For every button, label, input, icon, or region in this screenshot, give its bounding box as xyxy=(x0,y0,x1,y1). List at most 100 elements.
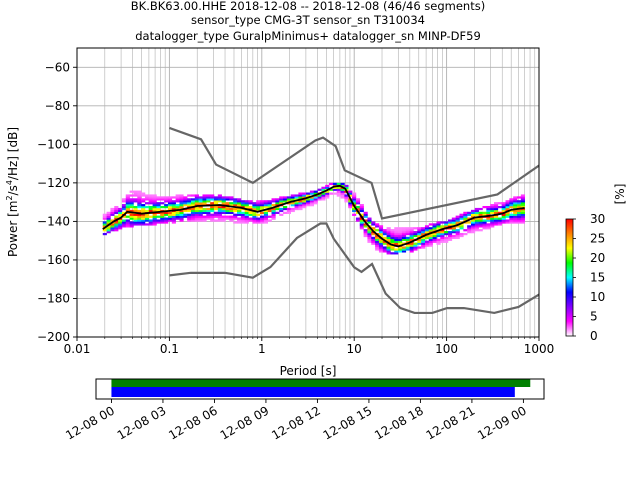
psd-heatmap-cell xyxy=(121,211,127,214)
psd-heatmap-cell xyxy=(306,204,311,207)
psd-heatmap-cell xyxy=(386,236,391,240)
psd-heatmap-cell xyxy=(137,215,142,218)
psd-heatmap-cell xyxy=(152,217,157,220)
psd-heatmap-cell xyxy=(313,198,318,201)
median-line xyxy=(102,184,525,248)
psd-heatmap-cell xyxy=(309,202,315,205)
x-tick-label: 1 xyxy=(258,342,266,356)
timeline-tick-label: 12-08 03 xyxy=(115,403,169,442)
psd-heatmap-cell xyxy=(179,217,184,220)
psd-heatmap-cell xyxy=(444,231,449,234)
high-noise-model-line xyxy=(169,126,539,220)
psd-heatmap-cell xyxy=(133,217,138,220)
psd-heatmap-cell xyxy=(244,213,249,216)
psd-heatmap-cell xyxy=(156,204,161,207)
psd-heatmap-cell xyxy=(501,221,506,224)
psd-heatmap-cell xyxy=(302,200,307,203)
psd-heatmap-cell xyxy=(237,202,242,205)
psd-heatmap-cell xyxy=(378,240,384,243)
psd-heatmap-cell xyxy=(309,198,315,201)
psd-heatmap-cell xyxy=(110,209,115,213)
psd-heatmap-cell xyxy=(221,202,226,205)
psd-heatmap-cell xyxy=(244,215,249,218)
psd-heatmap-cell xyxy=(275,207,280,211)
psd-heatmap-cell xyxy=(302,202,307,205)
psd-heatmap-cell xyxy=(321,196,326,199)
psd-heatmap-cell xyxy=(137,221,142,224)
psd-heatmap-cell xyxy=(148,196,153,199)
psd-heatmap-cell xyxy=(133,221,138,224)
psd-heatmap-cell xyxy=(494,211,499,214)
psd-heatmap-cell xyxy=(213,196,219,199)
psd-heatmap-cell xyxy=(467,229,472,232)
psd-heatmap-cell xyxy=(432,223,437,226)
psd-heatmap-cell xyxy=(517,221,522,224)
psd-heatmap-cell xyxy=(210,194,215,197)
chart-title-line-2: sensor_type CMG-3T sensor_sn T310034 xyxy=(191,13,425,27)
psd-heatmap-cell xyxy=(386,234,391,238)
psd-heatmap-cell xyxy=(252,219,257,222)
psd-heatmap-cell xyxy=(455,217,460,220)
colorbar-ticks: 0 5 10 15 20 25 30 xyxy=(573,212,605,343)
psd-heatmap-cell xyxy=(187,217,192,220)
psd-heatmap-cell xyxy=(217,200,222,203)
psd-heatmap-cell xyxy=(190,215,196,218)
psd-heatmap-cell xyxy=(110,225,115,228)
psd-heatmap-cell xyxy=(444,221,449,224)
psd-heatmap-cell xyxy=(133,198,138,201)
psd-heatmap-cell xyxy=(167,202,173,205)
psd-heatmap-cell xyxy=(344,194,349,197)
psd-heatmap-cell xyxy=(474,211,479,214)
psd-heatmap-cell xyxy=(187,215,192,218)
psd-heatmap-cell xyxy=(474,221,479,224)
psd-heatmap-cell xyxy=(444,236,449,240)
psd-heatmap-cell xyxy=(279,198,284,201)
psd-heatmap-cell xyxy=(171,219,176,222)
psd-heatmap-cell xyxy=(248,200,253,203)
psd-heatmap-cell xyxy=(141,205,146,209)
psd-heatmap-cell xyxy=(237,217,242,220)
psd-heatmap-cell xyxy=(118,219,123,222)
psd-heatmap-cell xyxy=(137,192,142,195)
psd-heatmap-cell xyxy=(121,225,127,228)
psd-heatmap-cell xyxy=(447,236,453,240)
psd-heatmap-cell xyxy=(505,215,510,218)
psd-heatmap-cell xyxy=(187,198,192,201)
psd-heatmap-cell xyxy=(225,217,230,220)
psd-heatmap-cell xyxy=(244,205,249,209)
psd-heatmap-cell xyxy=(359,223,364,226)
psd-heatmap-cell xyxy=(206,198,211,201)
psd-heatmap-cell xyxy=(267,215,272,218)
psd-heatmap-cell xyxy=(497,205,502,209)
psd-heatmap-cell xyxy=(302,204,307,207)
psd-heatmap-cell xyxy=(125,223,130,226)
psd-heatmap-cell xyxy=(390,252,395,255)
psd-heatmap-cell xyxy=(240,219,245,222)
psd-heatmap-cell xyxy=(332,188,338,191)
psd-heatmap-cell xyxy=(110,213,115,216)
psd-heatmap-cell xyxy=(432,236,437,240)
psd-heatmap-cell xyxy=(306,202,311,205)
psd-heatmap-cell xyxy=(398,236,403,240)
psd-heatmap-cell xyxy=(398,250,403,253)
y-label-sup-2: 4 xyxy=(5,180,14,185)
psd-heatmap-cell xyxy=(213,205,219,209)
psd-heatmap-cell xyxy=(244,204,249,207)
psd-heatmap-cell xyxy=(202,219,207,222)
psd-heatmap-cell xyxy=(336,190,341,193)
psd-heatmap-cell xyxy=(283,196,288,199)
psd-heatmap-cell xyxy=(336,188,341,191)
psd-heatmap-cell xyxy=(329,192,334,195)
psd-heatmap-cell xyxy=(233,217,238,220)
psd-heatmap-cell xyxy=(490,221,495,224)
psd-heatmap-cell xyxy=(398,248,403,251)
psd-heatmap-cell xyxy=(156,209,161,213)
psd-heatmap-cell xyxy=(179,211,184,214)
psd-heatmap-cell xyxy=(447,227,453,230)
psd-heatmap-cell xyxy=(355,202,361,205)
timeline-tick-label: 12-08 00 xyxy=(63,403,117,442)
psd-heatmap-cell xyxy=(467,225,472,228)
psd-heatmap-cell xyxy=(210,196,215,199)
psd-heatmap-cell xyxy=(279,213,284,216)
psd-heatmap-cell xyxy=(424,229,430,232)
